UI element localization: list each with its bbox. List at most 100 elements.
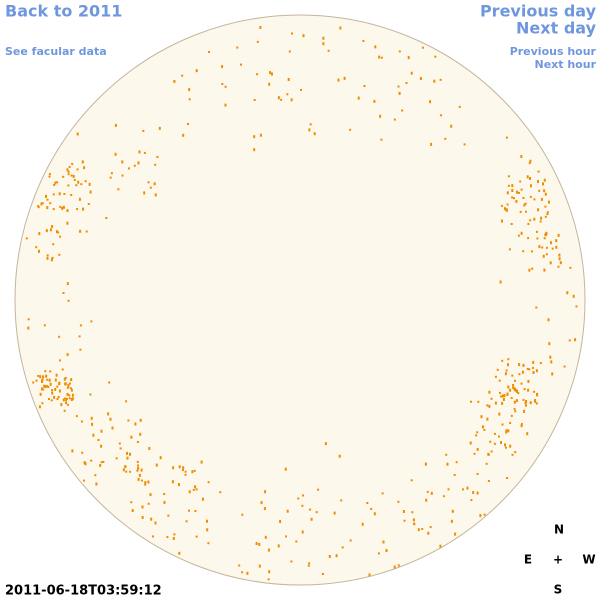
facular-point [41,402,44,405]
facular-point [373,99,376,103]
facular-point [43,324,46,327]
facular-point [119,447,122,450]
facular-point [507,429,510,433]
facular-point [505,429,508,432]
facular-point [454,532,457,536]
facular-point [66,386,69,389]
facular-point [66,392,69,396]
facular-point [361,522,364,526]
facular-point [522,363,525,367]
facular-point [419,77,422,80]
facular-point [51,225,54,228]
facular-point [515,399,518,403]
facular-link[interactable]: See facular data [5,45,107,58]
facular-point [527,223,530,225]
facular-point [144,482,147,486]
facular-point [46,198,49,201]
facular-point [95,482,98,486]
facular-point [530,184,532,188]
facular-point [513,197,515,200]
facular-point [450,519,453,523]
facular-point [110,172,113,175]
facular-point [48,173,51,176]
solar-disk [14,14,586,586]
facular-point [397,564,400,567]
facular-point [536,237,539,240]
facular-point [51,389,54,392]
facular-point [455,461,458,464]
facular-point [511,374,514,377]
facular-point [38,249,40,253]
facular-point [108,381,111,384]
facular-point [163,500,166,504]
facular-point [224,85,227,88]
facular-point [141,505,144,509]
facular-point [493,432,496,435]
facular-point [42,375,45,379]
facular-point [78,335,81,338]
facular-point [154,193,157,197]
facular-point [42,388,45,391]
facular-point [335,554,338,558]
facular-point [147,181,150,184]
facular-point [156,155,159,158]
facular-point [445,453,448,456]
facular-point [76,208,79,211]
facular-point [543,237,546,240]
compass-west: W [582,553,595,567]
facular-point [153,182,156,186]
facular-point [147,502,150,505]
facular-point [195,69,198,73]
facular-point [450,124,453,128]
facular-point [224,103,227,107]
facular-point [188,490,191,494]
facular-point [58,389,61,393]
facular-point [534,399,537,402]
facular-point [509,388,512,392]
next-hour-link[interactable]: Next hour [535,58,597,71]
facular-point [127,419,130,422]
facular-point [308,562,311,565]
facular-point [90,320,93,323]
next-day-link[interactable]: Next day [516,19,597,38]
facular-point [340,499,343,502]
facular-point [398,50,401,53]
facular-point [64,376,67,379]
facular-point [477,400,480,403]
facular-point [393,118,396,121]
facular-point [84,180,87,183]
facular-point [97,439,100,441]
facular-point [532,360,535,364]
facular-point [45,374,48,378]
facular-point [506,203,509,206]
facular-point [65,398,68,400]
facular-point [60,403,63,407]
facular-point [76,132,79,136]
facular-point [385,549,388,552]
facular-point [424,462,427,466]
facular-point [515,388,518,392]
facular-point [67,170,70,173]
back-link[interactable]: Back to 2011 [5,2,122,21]
facular-point [55,230,58,234]
facular-point [78,197,81,201]
previous-day-link[interactable]: Previous day [480,2,597,21]
facular-point [202,497,204,501]
facular-point [528,268,531,272]
facular-point [207,542,210,545]
previous-hour-link[interactable]: Previous hour [510,45,597,58]
facular-point [188,98,191,101]
facular-point [51,256,54,259]
facular-point [194,485,197,489]
facular-point [52,208,55,211]
facular-point [111,426,114,430]
facular-point [555,239,558,243]
facular-point [470,499,473,502]
facular-point [520,188,523,191]
facular-point [373,512,376,516]
facular-point [267,578,270,581]
facular-point [515,199,518,203]
facular-point [48,175,51,178]
facular-point [195,488,198,491]
